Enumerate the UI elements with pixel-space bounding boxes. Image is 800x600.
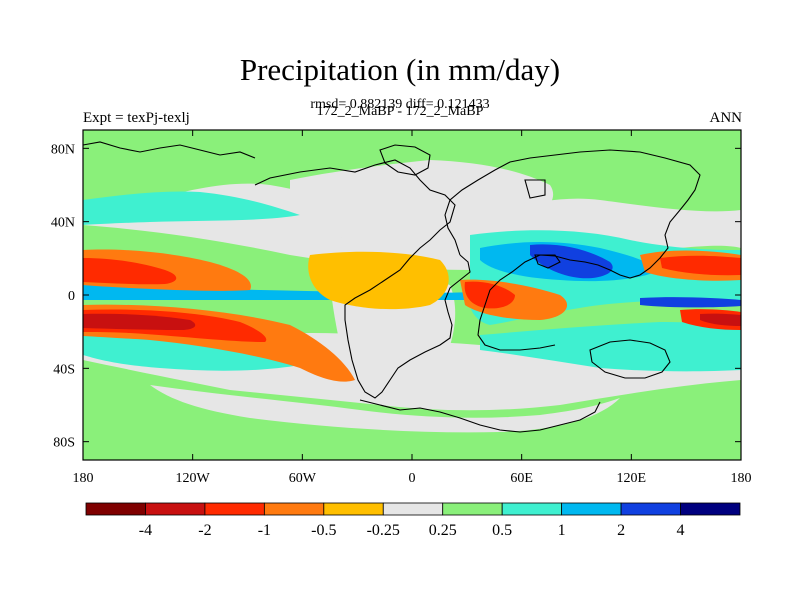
- lat-tick-label: 40S: [53, 362, 75, 377]
- colorbar-swatch: [561, 502, 622, 516]
- colorbar-swatch: [382, 502, 444, 516]
- field-region-red-africa: [464, 281, 515, 309]
- coastline-greenland: [379, 144, 431, 176]
- colorbar-swatch: [323, 502, 384, 516]
- lon-tick-label: 60E: [510, 471, 533, 486]
- experiment-label: Expt = texPj-texlj: [83, 110, 190, 126]
- field-region-cyan-southern-indian: [480, 322, 741, 372]
- coastline-eurasia: [444, 149, 701, 351]
- stats-line: rmsd= 0.882139 diff= 0.121433: [310, 97, 490, 112]
- field-region-cyan-south-pacific: [83, 330, 300, 371]
- coastline-australia: [589, 339, 671, 379]
- lat-tick-label: 80S: [53, 436, 75, 451]
- colorbar-label: -0.5: [311, 522, 336, 539]
- chart-title: Precipitation (in mm/day): [239, 52, 561, 87]
- longitude-axis: 180 120W 60W 0 60E 120E 180: [73, 130, 752, 486]
- field-region-neutral-land: [290, 160, 554, 244]
- colorbar-swatch: [204, 502, 265, 516]
- field-region-yellow-atlantic: [308, 251, 449, 310]
- coastline-antarctica: [359, 399, 601, 433]
- colorbar-label: 0.5: [492, 522, 512, 539]
- coastline-arctic: [82, 141, 256, 159]
- colorbar-swatch: [620, 502, 681, 516]
- map-field: [83, 130, 741, 460]
- colorbar-label: -2: [198, 522, 211, 539]
- colorbar-label: -0.25: [367, 522, 400, 539]
- season-label: ANN: [709, 110, 743, 126]
- lon-tick-label: 180: [73, 471, 94, 486]
- colorbar-label: 4: [677, 522, 685, 539]
- latitude-axis: 80N 40N 0 40S 80S: [51, 142, 741, 451]
- coastline-north-america: [254, 159, 471, 399]
- field-region-red-north-pacific: [83, 258, 177, 285]
- lat-tick-label: 80N: [51, 142, 75, 157]
- coastline-caspian: [524, 179, 546, 199]
- colorbar-swatch: [442, 502, 503, 516]
- field-region-blue-india: [530, 244, 613, 279]
- field-region-blue-equatorial: [640, 297, 741, 308]
- colorbar-swatch: [263, 502, 325, 516]
- colorbar: -4 -2 -1 -0.5 -0.25 0.25 0.5 1 2 4: [85, 502, 741, 539]
- field-region-green-south: [83, 360, 741, 460]
- lon-tick-label: 120W: [176, 471, 211, 486]
- colorbar-swatch: [85, 502, 146, 516]
- coastline-lake: [534, 254, 561, 269]
- field-region-darkred-southeast: [700, 313, 741, 326]
- coastlines: [82, 141, 701, 433]
- lon-tick-label: 180: [731, 471, 752, 486]
- lat-tick-label: 40N: [51, 216, 75, 231]
- field-region-red-north-atlantic: [660, 255, 741, 276]
- colorbar-label: -1: [258, 522, 271, 539]
- chart-subtitle: 172_2_MaBP - 172_2_MaBP: [316, 104, 484, 119]
- colorbar-label: -4: [139, 522, 152, 539]
- lon-tick-label: 120E: [617, 471, 647, 486]
- field-region-neutral-southern: [150, 385, 620, 433]
- colorbar-label: 2: [617, 522, 625, 539]
- colorbar-label: 1: [558, 522, 566, 539]
- colorbar-swatch: [680, 502, 741, 516]
- lon-tick-label: 60W: [289, 471, 317, 486]
- field-region-darkred-south-pacific: [83, 313, 196, 330]
- lon-tick-label: 0: [409, 471, 416, 486]
- lat-tick-label: 0: [68, 289, 75, 304]
- colorbar-swatch: [145, 502, 206, 516]
- colorbar-swatch: [501, 502, 563, 516]
- field-region-cyan-west: [83, 191, 300, 225]
- colorbar-label: 0.25: [429, 522, 457, 539]
